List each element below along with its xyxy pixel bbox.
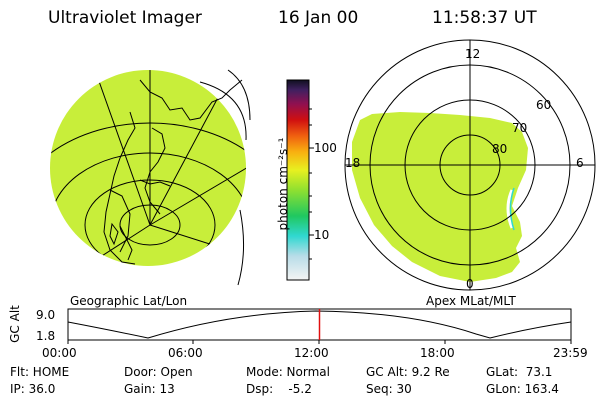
observation-date: 16 Jan 00 bbox=[278, 8, 359, 28]
altitude-x-tick-2359: 23:59 bbox=[553, 346, 588, 360]
mlt-label-12: 12 bbox=[465, 47, 481, 61]
altitude-x-tick-1800: 18:00 bbox=[420, 346, 455, 360]
geo-coastlines bbox=[103, 79, 243, 265]
status-flt: Flt: HOME bbox=[10, 365, 70, 379]
colorbar-gradient bbox=[286, 79, 310, 281]
mlt-label-18: 18 bbox=[345, 156, 361, 170]
mlt-label-6: 6 bbox=[576, 156, 584, 170]
status-glat: GLat: 73.1 bbox=[486, 365, 553, 379]
status-seq: Seq: 30 bbox=[366, 382, 412, 396]
status-door: Door: Open bbox=[124, 365, 193, 379]
altitude-plot bbox=[67, 308, 572, 344]
status-glon: GLon: 163.4 bbox=[486, 382, 559, 396]
geo-map bbox=[50, 69, 251, 286]
polar-map-caption: Apex MLat/MLT bbox=[426, 294, 516, 308]
mlat-label-70: 70 bbox=[512, 121, 528, 135]
altitude-x-ticks bbox=[67, 340, 572, 344]
status-ip: IP: 36.0 bbox=[10, 382, 56, 396]
altitude-curve bbox=[67, 310, 572, 339]
colorbar-unit-label: photon cm⁻²s⁻¹ bbox=[276, 137, 290, 231]
altitude-y-high: 9.0 bbox=[36, 308, 56, 322]
polar-auroral-arc bbox=[506, 189, 514, 229]
altitude-y-low: 1.8 bbox=[36, 329, 56, 343]
observation-time: 11:58:37 UT bbox=[432, 8, 537, 28]
colorbar-tick-10: 10 bbox=[314, 228, 330, 242]
mlat-label-60: 60 bbox=[536, 98, 552, 112]
altitude-x-tick-1200: 12:00 bbox=[294, 346, 329, 360]
altitude-ylabel: GC Alt bbox=[8, 305, 22, 343]
status-gc-alt: GC Alt: 9.2 Re bbox=[366, 365, 450, 379]
altitude-x-tick-0000: 00:00 bbox=[42, 346, 77, 360]
geo-orbit-arcs bbox=[199, 69, 251, 286]
status-dsp: Dsp: -5.2 bbox=[246, 382, 312, 396]
status-gain: Gain: 13 bbox=[124, 382, 175, 396]
mlt-label-0: 0 bbox=[466, 277, 474, 291]
polar-map bbox=[344, 39, 596, 291]
instrument-title: Ultraviolet Imager bbox=[48, 8, 202, 28]
colorbar bbox=[286, 79, 314, 281]
polar-image-region bbox=[352, 112, 528, 282]
geo-map-caption: Geographic Lat/Lon bbox=[70, 294, 188, 308]
polar-grid bbox=[345, 40, 595, 290]
mlat-label-80: 80 bbox=[492, 142, 508, 156]
status-mode: Mode: Normal bbox=[246, 365, 330, 379]
colorbar-tick-100: 100 bbox=[314, 141, 337, 155]
altitude-x-tick-0600: 06:00 bbox=[168, 346, 203, 360]
